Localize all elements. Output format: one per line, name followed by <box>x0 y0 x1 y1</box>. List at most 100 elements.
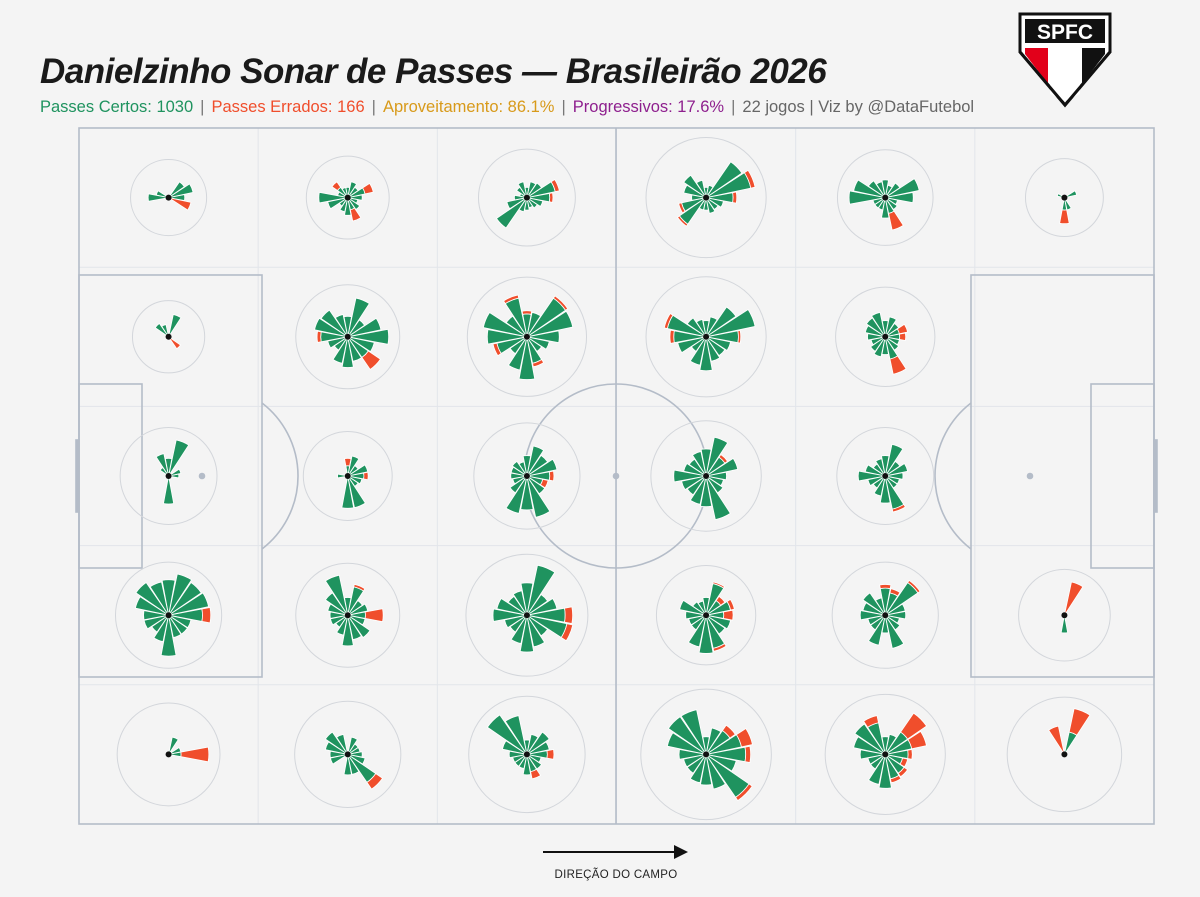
completed-pass-wedge <box>683 462 707 477</box>
missed-pass-wedge <box>1068 708 1091 736</box>
sonar-zone-4-4 <box>824 693 946 815</box>
missed-pass-wedge <box>361 350 381 370</box>
sonar-center-dot <box>165 333 172 340</box>
progressive-stat: Progressivos: 17.6% <box>572 98 725 116</box>
missed-pass-wedge <box>344 457 352 467</box>
completed-pass-wedge <box>705 614 732 630</box>
missed-pass-wedge <box>316 330 322 343</box>
completed-pass-wedge <box>705 308 756 338</box>
right-penalty-arc <box>934 402 972 550</box>
completed-pass-wedge <box>168 736 179 755</box>
sonar-zone-5-0 <box>1024 158 1104 238</box>
sonar-ring <box>477 148 576 247</box>
completed-pass-wedge <box>881 736 889 755</box>
sonar-center-dot <box>523 612 530 619</box>
missed-pass-wedge <box>907 730 927 750</box>
missed-pass-wedge <box>715 595 726 606</box>
sonar-center-dot <box>882 333 889 340</box>
sonar-zone-2-4 <box>468 695 586 814</box>
meta-credit: 22 jogos | Viz by @DataFutebol <box>742 98 975 116</box>
completed-pass-wedge <box>884 316 897 338</box>
sonar-zone-1-1 <box>295 284 401 390</box>
completed-pass-wedge <box>324 741 348 755</box>
completed-pass-wedge <box>526 475 551 518</box>
completed-pass-wedge <box>344 597 352 616</box>
completed-pass-wedge <box>526 454 549 477</box>
left-penalty-spot <box>198 472 206 480</box>
completed-pass-wedge <box>505 475 528 514</box>
missed-pass-wedge <box>899 757 909 768</box>
completed-pass-wedge <box>506 197 528 210</box>
completed-pass-wedge <box>848 190 886 205</box>
completed-pass-wedge <box>510 466 528 477</box>
completed-pass-wedge <box>690 614 707 631</box>
completed-pass-wedge <box>702 597 710 616</box>
missed-pass-wedge <box>889 774 902 784</box>
sonar-zone-2-2 <box>473 422 581 530</box>
completed-pass-wedge <box>705 727 722 755</box>
sonar-zone-1-0 <box>305 155 390 240</box>
completed-pass-wedge <box>526 754 542 763</box>
completed-pass-wedge <box>168 439 190 477</box>
missed-pass-wedge <box>201 607 212 624</box>
completed-pass-wedge <box>347 336 362 362</box>
completed-pass-wedge <box>691 451 707 477</box>
missed-pass-wedge <box>897 766 909 778</box>
completed-pass-wedge <box>881 455 890 477</box>
completed-pass-wedge <box>149 581 169 616</box>
completed-pass-wedge <box>526 594 549 616</box>
completed-pass-wedge <box>482 311 528 338</box>
missed-pass-wedge <box>669 329 675 344</box>
completed-pass-wedge <box>700 754 713 786</box>
completed-pass-wedge <box>884 182 901 198</box>
sonar-ring <box>473 422 581 530</box>
missed-pass-wedge <box>735 783 753 802</box>
completed-pass-wedge <box>508 750 527 759</box>
completed-pass-wedge <box>705 475 724 494</box>
completed-pass-wedge <box>666 732 707 755</box>
completed-pass-wedge <box>334 313 349 338</box>
completed-pass-wedge <box>705 457 739 477</box>
completed-pass-wedge <box>519 615 535 653</box>
completed-pass-wedge <box>881 179 889 198</box>
sonar-ring <box>1018 568 1111 662</box>
missed-pass-wedge <box>539 478 549 489</box>
completed-pass-wedge <box>151 614 169 633</box>
sonar-center-dot <box>882 612 889 619</box>
completed-pass-wedge <box>688 614 707 626</box>
completed-pass-wedge <box>343 315 352 337</box>
sonar-ring <box>831 561 939 669</box>
completed-pass-wedge <box>347 336 375 353</box>
missed-pass-wedge <box>349 207 362 222</box>
right-goal <box>1153 439 1158 513</box>
completed-pass-wedge <box>859 749 886 760</box>
sonar-zone-4-3 <box>831 561 939 669</box>
completed-pass-wedge <box>161 579 176 616</box>
completed-pass-wedge <box>329 754 348 765</box>
sonar-center-dot <box>703 333 710 340</box>
completed-pass-wedge <box>1060 615 1069 634</box>
missed-pass-wedge <box>548 192 554 203</box>
missed-pass-wedge <box>743 169 756 189</box>
missed-pass-wedge <box>907 749 913 760</box>
completed-pass-wedge <box>885 336 900 346</box>
completed-pass-wedge <box>881 320 889 337</box>
completed-pass-wedge <box>347 475 366 509</box>
completed-pass-wedge <box>526 614 546 648</box>
sonar-ring <box>468 695 586 814</box>
sonar-zone-5-4 <box>1006 696 1123 813</box>
completed-pass-wedge <box>526 336 543 352</box>
completed-pass-wedge <box>347 754 360 775</box>
sonar-zone-3-1 <box>645 276 767 398</box>
completed-pass-wedge <box>516 186 528 198</box>
completed-pass-wedge <box>347 614 371 639</box>
missed-pass-wedge <box>718 453 729 464</box>
completed-pass-wedge <box>870 614 886 631</box>
completed-pass-wedge <box>347 614 362 641</box>
sonar-ring <box>295 284 401 390</box>
completed-pass-wedge <box>347 475 363 485</box>
sonar-zone-0-0 <box>130 159 208 237</box>
missed-pass-wedge <box>548 470 555 482</box>
sonar-ring <box>1006 696 1123 813</box>
completed-pass-wedge <box>524 197 530 211</box>
